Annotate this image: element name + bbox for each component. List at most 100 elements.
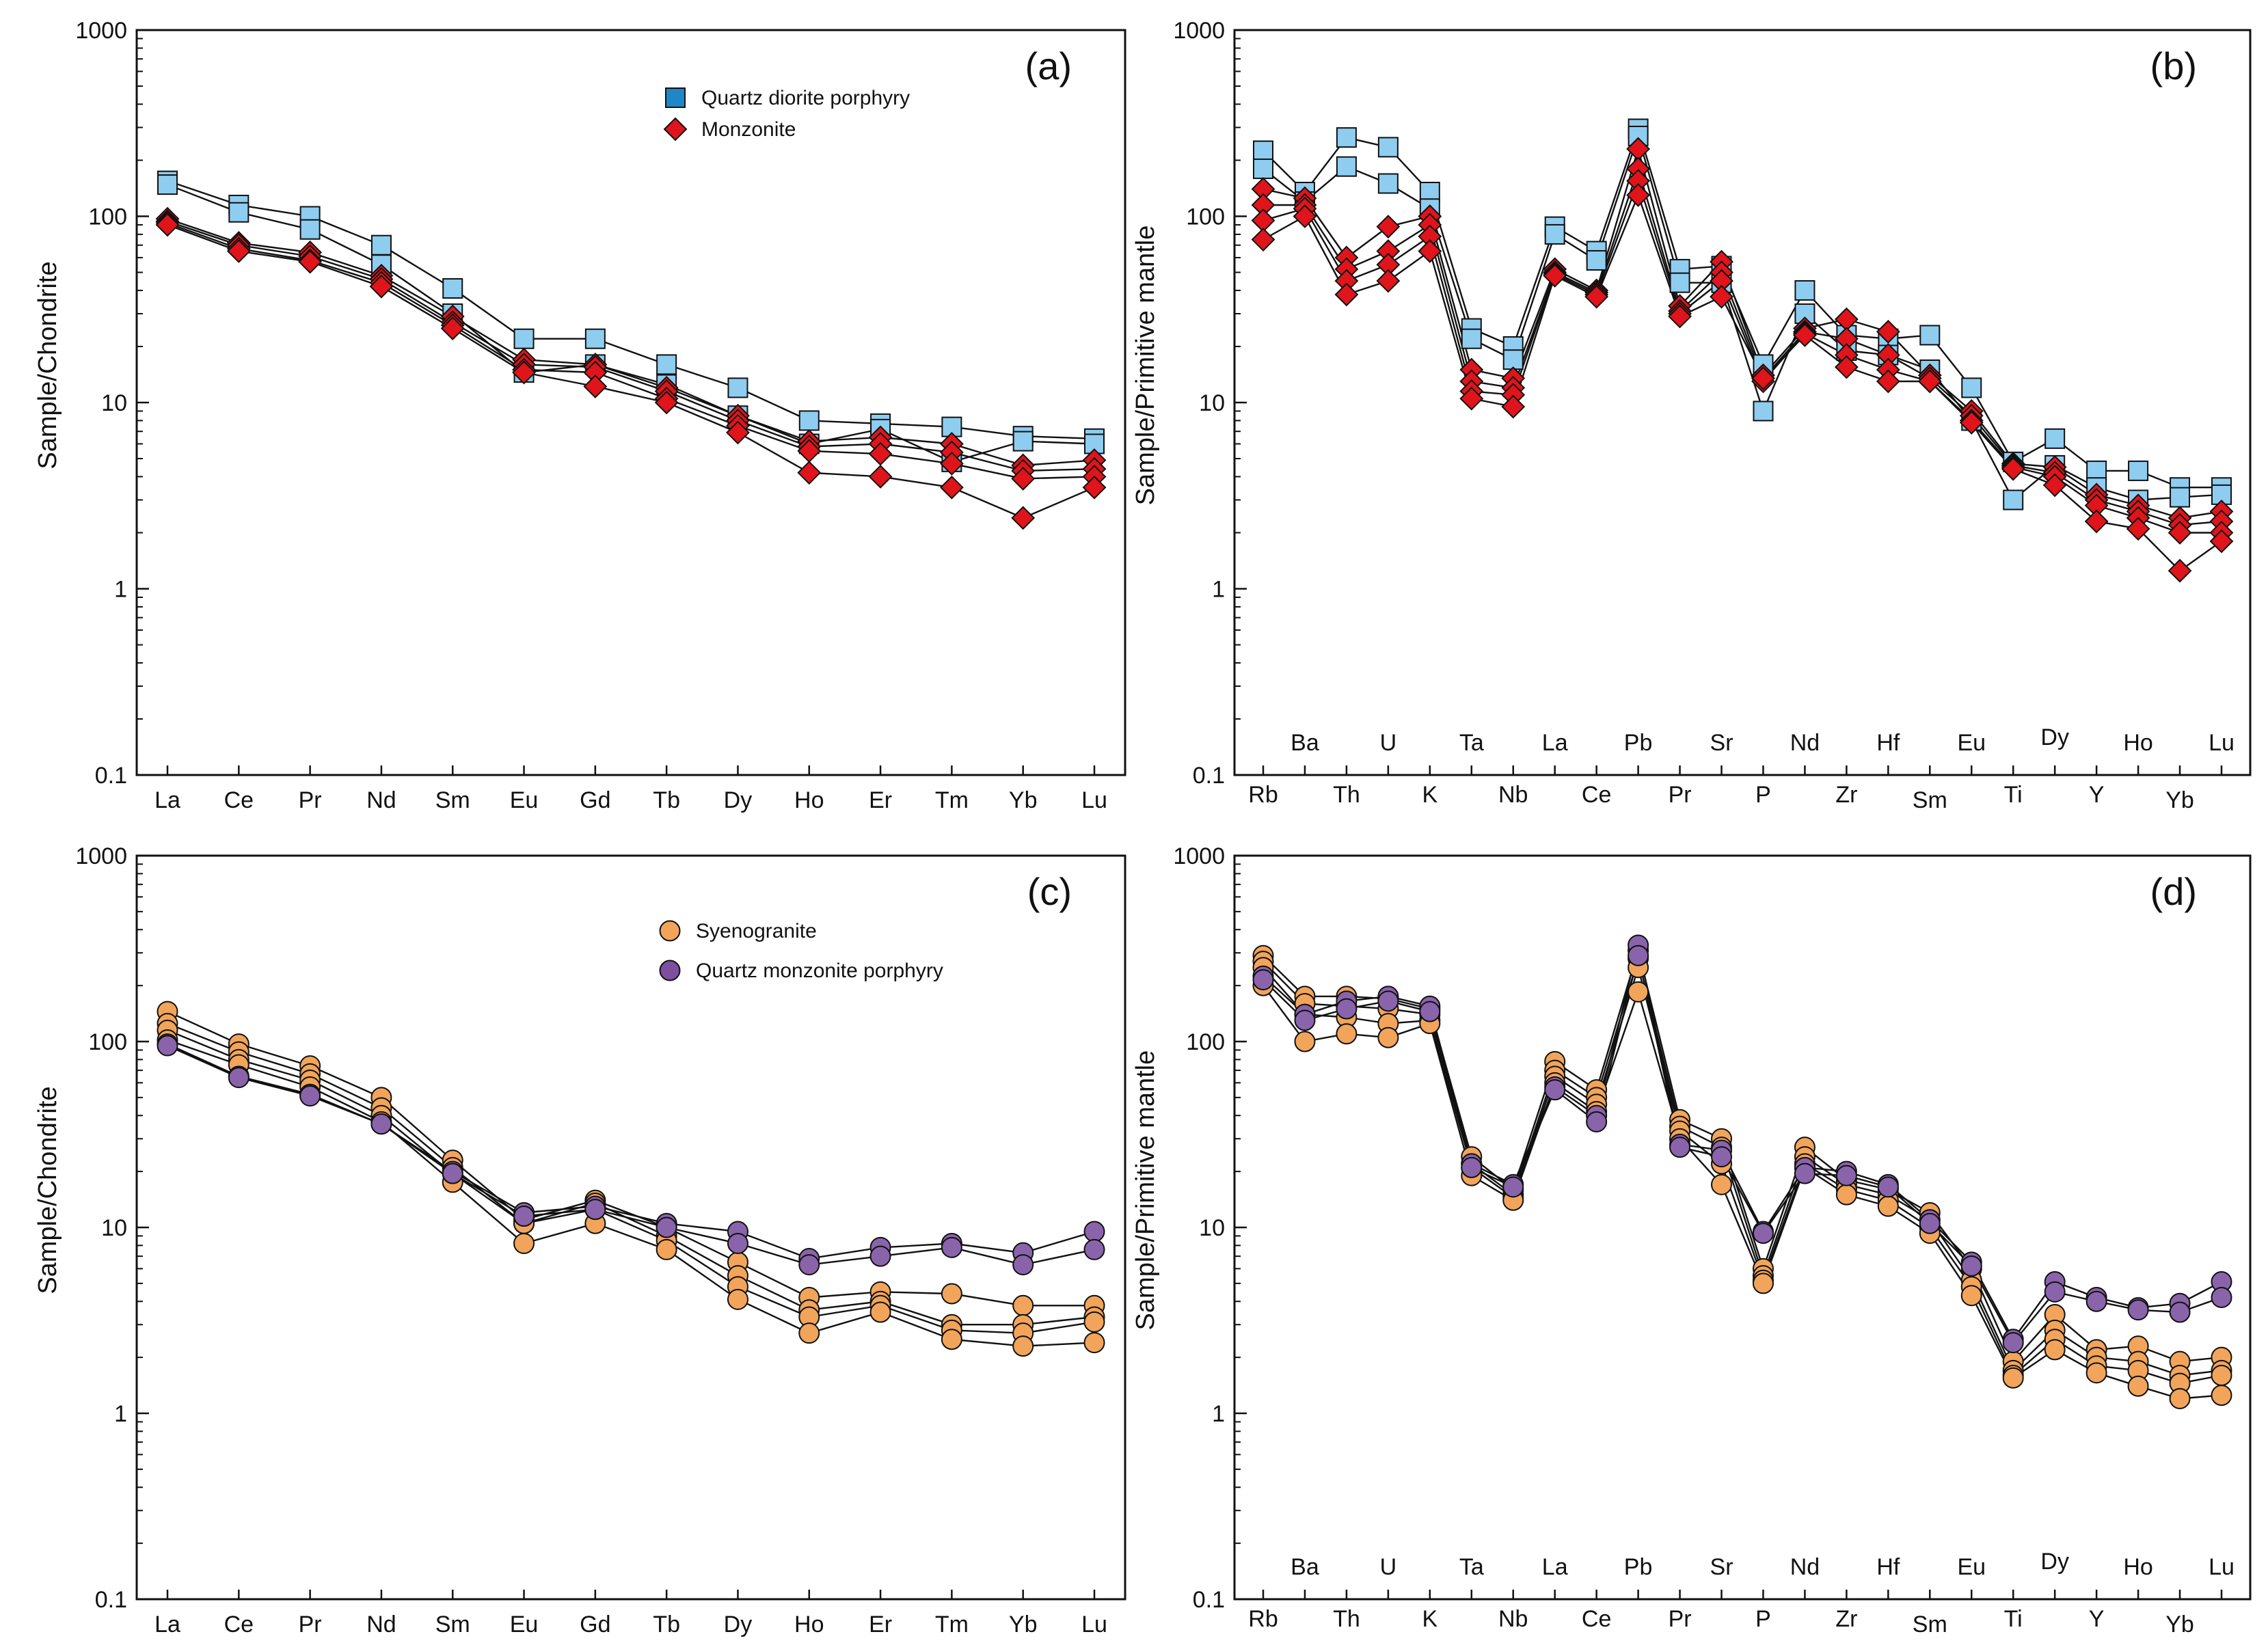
data-point	[1584, 284, 1609, 309]
data-point	[1710, 284, 1733, 309]
x-tick-label-pr: Pr	[299, 1612, 322, 1637]
data-point	[1252, 969, 1274, 991]
series-line-5	[167, 223, 1095, 519]
x-tick-label-eu: Eu	[510, 787, 539, 813]
data-point	[1544, 223, 1565, 245]
x-tick-label-nd: Nd	[1790, 1554, 1820, 1580]
series-line-0	[167, 1011, 1094, 1307]
data-point	[1461, 328, 1482, 349]
data-point	[1668, 304, 1692, 329]
data-point	[1011, 467, 1036, 491]
data-point	[2209, 529, 2234, 554]
data-point	[1083, 1238, 1105, 1260]
data-point	[2084, 509, 2109, 534]
data-point	[727, 1232, 748, 1254]
series-line-5	[167, 1045, 1095, 1266]
data-point	[1959, 410, 1984, 435]
data-point	[1835, 1165, 1857, 1186]
x-tick-label-dy: Dy	[724, 787, 753, 813]
x-tick-label-nb: Nb	[1498, 1606, 1528, 1632]
data-point	[1253, 140, 1273, 161]
data-point	[228, 202, 249, 223]
series-line-1	[167, 183, 1095, 463]
data-point	[1461, 1156, 1483, 1178]
x-tick-label-nb: Nb	[1498, 782, 1528, 808]
data-point	[1418, 239, 1442, 263]
data-point	[442, 278, 463, 299]
data-point	[226, 239, 251, 263]
data-point	[2003, 489, 2024, 511]
data-point	[939, 475, 964, 500]
legend-marker	[665, 87, 686, 108]
x-tick-label-lu: Lu	[1081, 1612, 1107, 1637]
y-tick-label: 0.1	[1193, 763, 1225, 789]
panel-a: 0.1 1 10 100 1000 La Ce Pr Nd Sm Eu Gd Tb Dy Ho Er Tm Yb L…	[33, 18, 1126, 813]
data-point	[1876, 319, 1900, 344]
data-point	[654, 390, 679, 415]
x-tick-label-yb: Yb	[1009, 1612, 1038, 1637]
data-point	[513, 328, 535, 349]
data-point	[1586, 1111, 1608, 1132]
y-tick-label: 100	[88, 204, 127, 230]
data-point	[2168, 558, 2192, 583]
x-tick-label-hf: Hf	[1876, 730, 1900, 756]
data-point	[1334, 282, 1359, 307]
x-tick-label-sr: Sr	[1710, 1554, 1733, 1580]
data-point	[442, 1163, 463, 1184]
x-tick-label-nd: Nd	[1790, 730, 1820, 756]
data-point	[1711, 1173, 1733, 1195]
data-point	[2044, 1281, 2066, 1303]
data-point	[1752, 1223, 1774, 1245]
y-tick-label: 0.1	[95, 763, 127, 789]
data-point	[2128, 460, 2149, 481]
x-tick-label-ba: Ba	[1291, 730, 1319, 756]
data-point	[1835, 1184, 1857, 1206]
x-tick-label-pb: Pb	[1624, 730, 1653, 756]
x-tick-label-u: U	[1380, 730, 1397, 756]
legend: Syenogranite Quartz monzonite porphyry	[659, 920, 943, 982]
y-tick-label: 1	[1212, 1401, 1225, 1427]
x-tick-label-la: La	[154, 787, 180, 813]
legend: Quartz diorite porphyry Monzonite	[663, 87, 910, 141]
series-markers-5	[1251, 183, 2234, 583]
data-point	[1012, 431, 1034, 452]
legend-label: Quartz diorite porphyry	[701, 87, 910, 109]
y-tick-label: 10	[101, 1215, 127, 1241]
data-point	[2002, 1367, 2024, 1389]
x-tick-label-dy: Dy	[724, 1612, 753, 1637]
data-point	[656, 1238, 677, 1260]
panel-b: 0.1 1 10 100 1000 Rb Ba Th UK Ta Nb La Ce Pb Pr Sr P Nd Zr…	[1131, 18, 2252, 813]
data-point	[440, 316, 465, 340]
y-axis-label: Sample/Chondrite	[33, 1087, 62, 1294]
legend-label: Monzonite	[701, 118, 796, 141]
data-point	[1336, 1023, 1358, 1045]
y-tick-label: 1	[114, 1401, 127, 1427]
data-point	[798, 1322, 820, 1344]
data-point	[798, 410, 820, 431]
data-point	[1711, 1146, 1733, 1168]
data-point	[2169, 1387, 2191, 1409]
data-point	[941, 1236, 962, 1258]
data-point	[868, 465, 893, 489]
data-point	[1543, 263, 1567, 288]
x-tick-label-la: La	[1542, 730, 1568, 756]
x-tick-label-zr: Zr	[1835, 1606, 1857, 1632]
y-tick-label: 10	[101, 390, 127, 416]
y-tick-label: 1000	[1173, 843, 1225, 869]
x-tick-label-sm: Sm	[1913, 1612, 1947, 1637]
data-point	[1377, 137, 1399, 158]
series-markers-5	[1252, 944, 2232, 1354]
data-point	[512, 360, 536, 385]
x-tick-label-eu: Eu	[510, 1612, 539, 1637]
x-tick-label-pr: Pr	[1669, 782, 1692, 808]
series-line-1	[167, 1022, 1095, 1326]
data-point	[583, 375, 608, 398]
data-point	[1917, 369, 1942, 394]
x-tick-label-ho: Ho	[794, 787, 824, 813]
data-point	[2085, 1290, 2107, 1312]
data-point	[2127, 1375, 2149, 1397]
x-tick-label-ho: Ho	[2123, 1554, 2152, 1580]
y-tick-label: 100	[88, 1029, 127, 1055]
series-line-0	[167, 180, 1095, 439]
x-tick-label-y: Y	[2089, 782, 2105, 808]
